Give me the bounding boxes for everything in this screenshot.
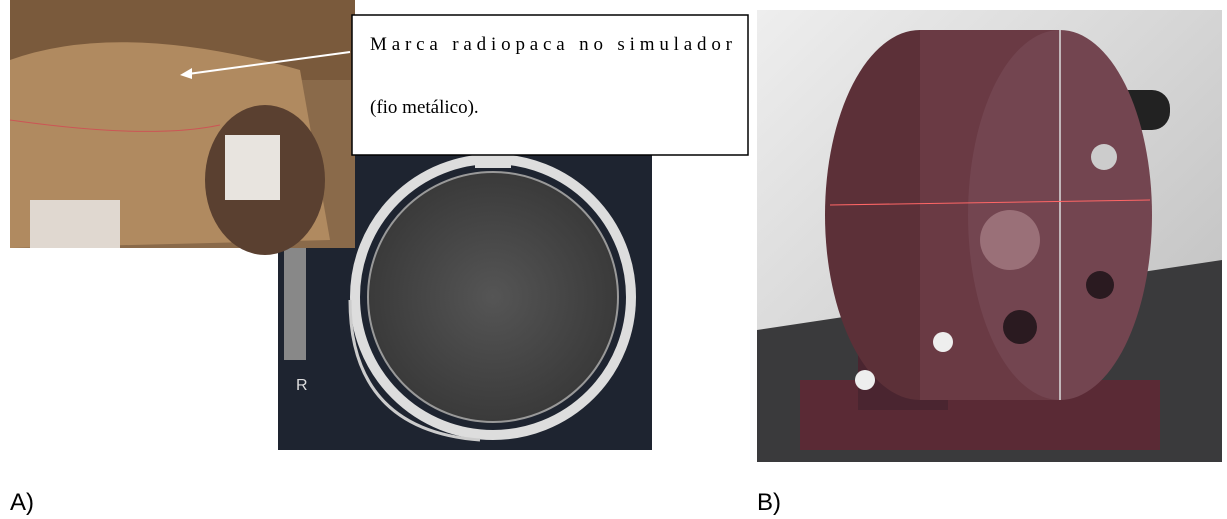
phantom-photo-a (10, 0, 355, 255)
phantom-photo-b (757, 10, 1222, 462)
callout-text: Marca radiopaca no simulador (370, 34, 733, 55)
ct-marker: R (296, 377, 308, 394)
panel-label: A) (10, 489, 34, 516)
callout-text: (fio metálico). (370, 97, 479, 118)
panel-label: B) (757, 489, 781, 516)
figure: R Marca radiopaca no simulador (fio metá… (0, 0, 1227, 519)
